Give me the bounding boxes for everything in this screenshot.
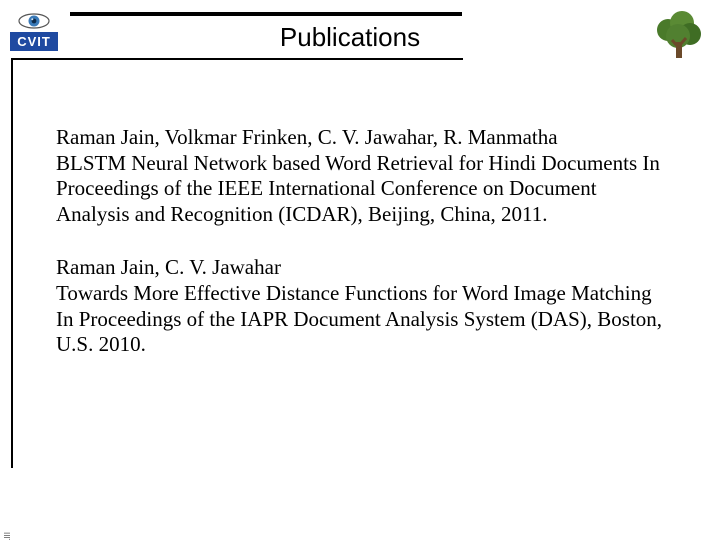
publication-authors: Raman Jain, C. V. Jawahar — [56, 255, 666, 281]
cvit-logo: CVIT — [10, 12, 58, 58]
cvit-label: CVIT — [10, 32, 58, 51]
publication-item: Raman Jain, Volkmar Frinken, C. V. Jawah… — [56, 125, 666, 227]
page-title: Publications — [70, 22, 630, 53]
publication-authors: Raman Jain, Volkmar Frinken, C. V. Jawah… — [56, 125, 666, 151]
tree-icon — [652, 8, 706, 62]
rule-top — [70, 12, 462, 16]
publication-list: Raman Jain, Volkmar Frinken, C. V. Jawah… — [56, 125, 666, 386]
footer-affiliation: IIIT Hyderabad — [2, 532, 11, 540]
eye-icon — [17, 12, 51, 30]
publication-text: Towards More Effective Distance Function… — [56, 281, 662, 356]
publication-item: Raman Jain, C. V. Jawahar Towards More E… — [56, 255, 666, 357]
publication-text: BLSTM Neural Network based Word Retrieva… — [56, 151, 660, 226]
rule-vertical — [11, 60, 13, 468]
rule-bottom — [11, 58, 463, 60]
slide: CVIT Publications Raman Jain, Volkmar Fr… — [0, 0, 720, 540]
